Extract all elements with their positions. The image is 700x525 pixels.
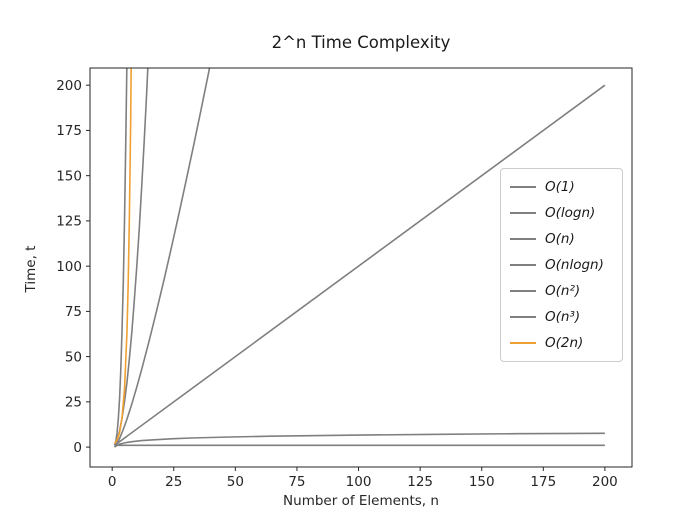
x-axis-label: Number of Elements, n — [283, 493, 439, 509]
series-line-O(n³) — [113, 68, 128, 446]
x-tick-label: 175 — [530, 474, 556, 490]
legend-line-swatch — [510, 316, 536, 318]
series-line-O(n) — [114, 84, 606, 446]
y-axis-label: Time, t — [23, 245, 39, 293]
legend-line-swatch — [510, 238, 536, 240]
legend-line-swatch — [510, 212, 536, 214]
y-tick-label: 0 — [73, 440, 82, 456]
legend-item: O(2n) — [510, 335, 613, 351]
y-tick-label: 175 — [56, 123, 82, 139]
legend-item-label: O(n³) — [545, 309, 581, 325]
x-tick-label: 150 — [469, 474, 495, 490]
legend-line-swatch — [510, 342, 536, 344]
x-tick-label: 75 — [288, 474, 305, 490]
legend-item-label: O(nlogn) — [545, 257, 604, 273]
y-tick-label: 25 — [65, 395, 82, 411]
legend-line-swatch — [510, 264, 536, 266]
legend-item-label: O(1) — [545, 179, 575, 195]
x-tick-label: 0 — [108, 474, 117, 490]
legend-item: O(1) — [510, 179, 613, 195]
y-tick-label: 150 — [56, 168, 82, 184]
legend-line-swatch — [510, 290, 536, 292]
y-axis-ticks: 0 25 50 75 100 125 150 175 200 — [56, 78, 90, 456]
legend-item: O(logn) — [510, 205, 613, 221]
legend-line-swatch — [510, 186, 536, 188]
x-tick-label: 100 — [346, 474, 372, 490]
legend-item-label: O(2n) — [545, 335, 584, 351]
axes-spines — [89, 67, 633, 468]
legend-item-label: O(n) — [545, 231, 575, 247]
legend-item: O(nlogn) — [510, 257, 613, 273]
y-tick-label: 125 — [56, 214, 82, 230]
series-line-O(logn) — [114, 432, 605, 448]
series-line-O(nlogn) — [113, 68, 211, 448]
y-tick-label: 100 — [56, 259, 82, 275]
y-tick-label: 75 — [65, 304, 82, 320]
chart-title: 2^n Time Complexity — [271, 33, 451, 52]
x-tick-label: 25 — [165, 474, 182, 490]
legend: O(1) O(logn) O(n) O(nlogn) O(n²) O(n³) O(2n) — [500, 168, 623, 362]
y-tick-label: 200 — [56, 78, 82, 94]
legend-item-label: O(n²) — [545, 283, 581, 299]
x-tick-label: 50 — [227, 474, 244, 490]
y-tick-label: 50 — [65, 349, 82, 365]
x-tick-label: 125 — [407, 474, 433, 490]
series-line-O(2n) — [113, 68, 132, 444]
x-axis-ticks: 0 25 50 75 100 125 150 175 200 — [108, 467, 618, 490]
legend-item: O(n) — [510, 231, 613, 247]
legend-item: O(n²) — [510, 283, 613, 299]
legend-item-label: O(logn) — [545, 205, 596, 221]
x-tick-label: 200 — [592, 474, 618, 490]
legend-item: O(n³) — [510, 309, 613, 325]
